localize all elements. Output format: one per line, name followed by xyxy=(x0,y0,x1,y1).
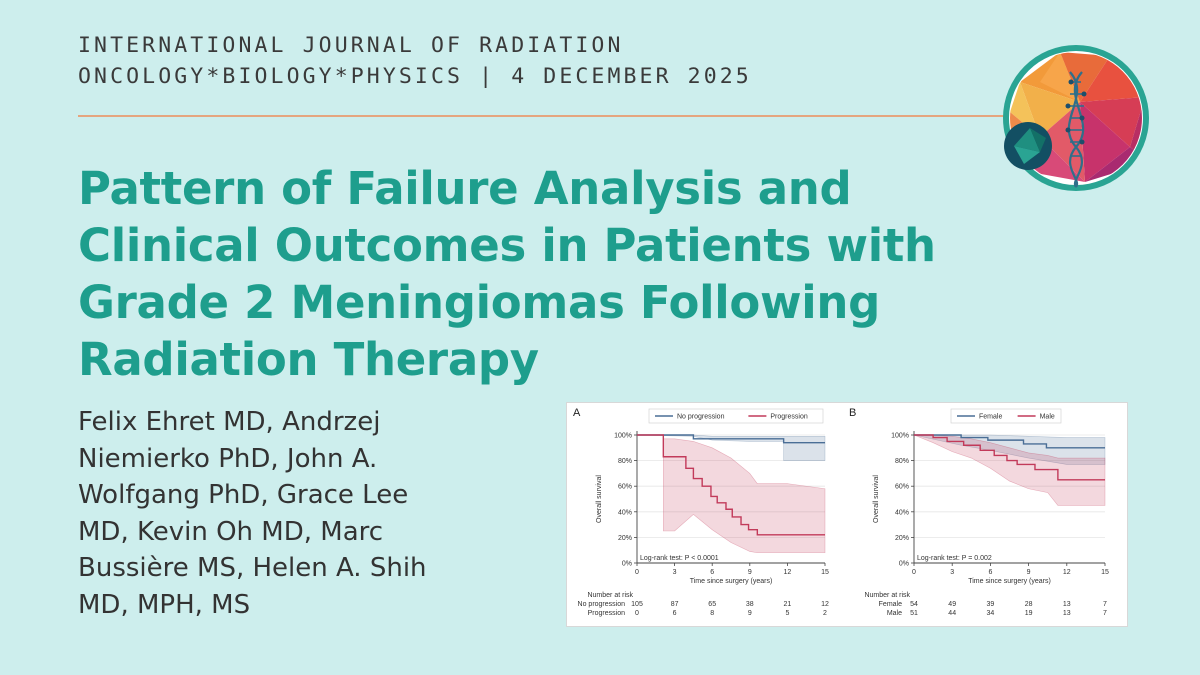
risk-cell: 5 xyxy=(785,610,789,617)
y-tick-label: 100% xyxy=(614,433,632,440)
x-tick-label: 15 xyxy=(1101,569,1109,576)
journal-line-2: ONCOLOGY*BIOLOGY*PHYSICS | 4 DECEMBER 20… xyxy=(78,64,752,89)
y-tick-label: 20% xyxy=(895,535,909,542)
risk-cell: 2 xyxy=(823,610,827,617)
y-axis-label: Overall survival xyxy=(873,475,880,523)
ci-band-progression xyxy=(637,434,826,554)
x-tick-label: 9 xyxy=(1027,569,1031,576)
x-tick-label: 6 xyxy=(710,569,714,576)
survival-figure: A 0% 20% 40% 60% 80% 100% 0 3 6 9 12 15 Time since su… xyxy=(566,402,1128,627)
risk-cell: 65 xyxy=(708,601,716,608)
risk-row-label: Progression xyxy=(588,610,625,617)
y-tick-label: 80% xyxy=(895,458,909,465)
risk-cell: 34 xyxy=(987,610,995,617)
x-tick-label: 12 xyxy=(784,569,792,576)
risk-cell: 38 xyxy=(746,601,754,608)
survival-line-male xyxy=(914,434,1105,481)
x-tick-label: 9 xyxy=(748,569,752,576)
risk-row-label: No progression xyxy=(578,601,626,608)
x-tick-label: 3 xyxy=(673,569,677,576)
x-tick-label: 0 xyxy=(635,569,639,576)
risk-cell: 13 xyxy=(1063,610,1071,617)
legend-label: Male xyxy=(1040,414,1055,421)
risk-cell: 6 xyxy=(673,610,677,617)
author-line: Wolfgang PhD, Grace Lee xyxy=(78,480,409,510)
author-line: MD, MPH, MS xyxy=(78,589,251,620)
risk-table-header: Number at risk xyxy=(864,592,910,599)
risk-cell: 13 xyxy=(1063,601,1071,608)
survival-line-progression xyxy=(637,434,825,536)
legend-label: No progression xyxy=(677,414,725,421)
header-divider xyxy=(78,115,1038,117)
risk-cell: 7 xyxy=(1103,601,1107,608)
title-line: Radiation Therapy xyxy=(78,333,539,386)
survival-line-no-progression xyxy=(637,434,825,444)
risk-cell: 0 xyxy=(635,610,639,617)
risk-cell: 54 xyxy=(910,601,918,608)
y-tick-label: 0% xyxy=(899,561,909,568)
journal-header: INTERNATIONAL JOURNAL OF RADIATION ONCOL… xyxy=(78,30,752,92)
x-tick-label: 6 xyxy=(988,569,992,576)
y-tick-label: 60% xyxy=(618,484,632,491)
title-line: Grade 2 Meningiomas Following xyxy=(78,276,881,329)
title-line: Clinical Outcomes in Patients with xyxy=(78,219,936,272)
legend-box xyxy=(648,408,824,424)
title-line: Pattern of Failure Analysis and xyxy=(78,162,852,215)
risk-cell: 9 xyxy=(748,610,752,617)
log-rank-label: Log-rank test: P < 0.0001 xyxy=(640,555,719,562)
y-tick-label: 100% xyxy=(891,433,909,440)
author-line: Felix Ehret MD, Andrzej xyxy=(78,407,381,437)
y-tick-label: 80% xyxy=(618,458,632,465)
risk-row-label: Male xyxy=(887,610,902,617)
y-axis-label: Overall survival xyxy=(596,475,603,523)
risk-cell: 87 xyxy=(671,601,679,608)
x-tick-label: 15 xyxy=(821,569,829,576)
author-line: Niemierko PhD, John A. xyxy=(78,443,378,474)
ci-band-male xyxy=(913,434,1106,506)
author-list: Felix Ehret MD, Andrzej Niemierko PhD, J… xyxy=(78,404,538,623)
ci-band-no-progression xyxy=(636,434,826,461)
risk-cell: 44 xyxy=(948,610,956,617)
article-title: Pattern of Failure Analysis and Clinical… xyxy=(78,160,1088,388)
risk-cell: 7 xyxy=(1103,610,1107,617)
legend-label: Female xyxy=(979,414,1002,421)
risk-cell: 51 xyxy=(910,610,918,617)
risk-cell: 105 xyxy=(631,601,643,608)
risk-cell: 8 xyxy=(710,610,714,617)
risk-cell: 39 xyxy=(987,601,995,608)
y-tick-label: 40% xyxy=(895,509,909,516)
author-line: Bussière MS, Helen A. Shih xyxy=(78,553,427,583)
y-tick-label: 40% xyxy=(618,509,632,516)
risk-cell: 12 xyxy=(821,601,829,608)
journal-line-1: INTERNATIONAL JOURNAL OF RADIATION xyxy=(78,33,624,58)
risk-cell: 21 xyxy=(784,601,792,608)
y-tick-label: 20% xyxy=(618,535,632,542)
risk-cell: 19 xyxy=(1025,610,1033,617)
risk-cell: 49 xyxy=(948,601,956,608)
x-axis-label: Time since surgery (years) xyxy=(968,578,1051,585)
brain-dna-logo-icon xyxy=(1000,42,1152,194)
risk-table-header: Number at risk xyxy=(587,592,633,599)
risk-cell: 28 xyxy=(1025,601,1033,608)
x-tick-label: 0 xyxy=(912,569,916,576)
x-axis-label: Time since surgery (years) xyxy=(690,578,773,585)
y-tick-label: 0% xyxy=(622,561,632,568)
legend-box xyxy=(950,408,1062,424)
panel-letter: A xyxy=(573,407,581,419)
legend-label: Progression xyxy=(770,414,807,421)
x-tick-label: 3 xyxy=(950,569,954,576)
x-tick-label: 12 xyxy=(1063,569,1071,576)
log-rank-label: Log-rank test: P = 0.002 xyxy=(917,555,992,562)
risk-row-label: Female xyxy=(879,601,902,608)
author-line: MD, Kevin Oh MD, Marc xyxy=(78,516,384,547)
ci-band-female xyxy=(913,434,1106,465)
y-tick-label: 60% xyxy=(895,484,909,491)
survival-line-female xyxy=(914,434,1105,449)
panel-letter: B xyxy=(849,407,856,419)
